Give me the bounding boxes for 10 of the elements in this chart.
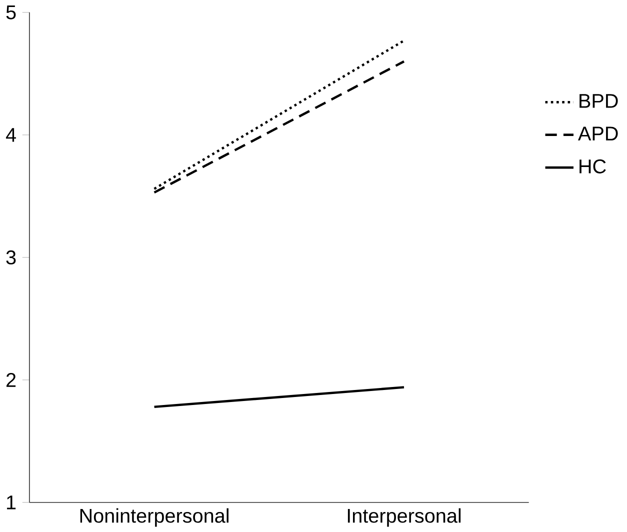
y-tick-label: 4 xyxy=(6,128,16,142)
x-tick-label: Noninterpersonal xyxy=(80,508,228,527)
legend-label: BPD xyxy=(580,94,618,108)
y-tick-label: 2 xyxy=(6,372,16,387)
y-tick-label: 5 xyxy=(6,5,16,20)
y-tick-label: 1 xyxy=(7,495,16,510)
legend-label: APD xyxy=(578,126,618,140)
x-tick-label: Interpersonal xyxy=(348,508,461,527)
y-tick-label: 3 xyxy=(6,250,16,264)
legend-label: HC xyxy=(580,159,606,174)
